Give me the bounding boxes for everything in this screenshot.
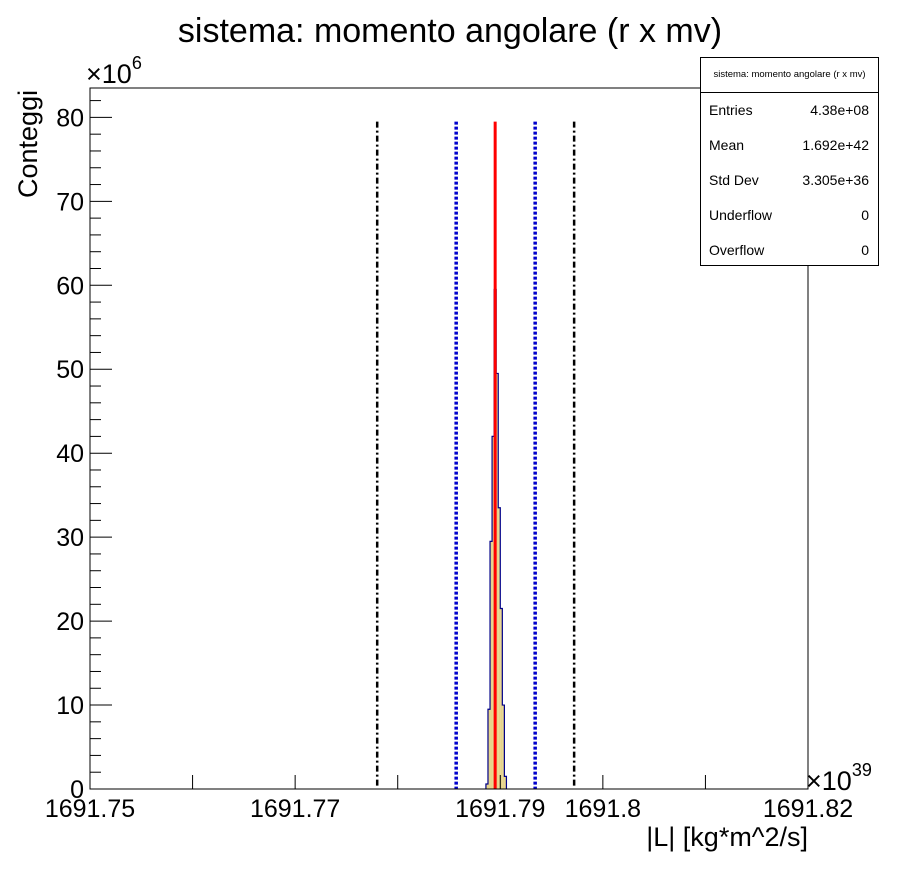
x-exponent: ×1039 (806, 760, 872, 796)
stats-value: 0 (861, 207, 869, 223)
stats-row-std-dev: Std Dev 3.305e+36 (701, 163, 878, 198)
y-exponent: ×106 (86, 53, 142, 89)
y-tick-label: 30 (56, 524, 84, 552)
histogram-bin (498, 507, 501, 789)
plot-area: 0 10 20 30 40 50 60 70 80 1691.75 1691.77 1691.79 16… (45, 87, 853, 823)
histogram-bin (485, 783, 488, 789)
stats-value: 4.38e+08 (810, 102, 869, 118)
stats-row-mean: Mean 1.692e+42 (701, 128, 878, 163)
y-tick-label: 80 (56, 104, 84, 132)
histogram-bin (492, 436, 495, 789)
histogram-bin (502, 705, 505, 789)
stats-row-overflow: Overflow 0 (701, 233, 878, 268)
plot-frame (89, 87, 809, 790)
stats-value: 0 (861, 242, 869, 258)
stats-key: Overflow (709, 242, 765, 258)
chart-title: sistema: momento angolare (r x mv) (178, 12, 722, 50)
stats-row-entries: Entries 4.38e+08 (701, 93, 878, 128)
x-tick-label: 1691.8 (565, 795, 641, 823)
x-tick-label: 1691.77 (250, 795, 340, 823)
stats-key: Std Dev (709, 172, 759, 188)
y-tick-label: 50 (56, 356, 84, 384)
y-tick-label: 40 (56, 440, 84, 468)
histogram-bin (496, 373, 499, 789)
stats-box: sistema: momento angolare (r x mv) Entri… (700, 57, 879, 266)
x-tick-label: 1691.79 (455, 795, 545, 823)
stats-key: Underflow (709, 207, 773, 223)
x-tick-label: 1691.82 (763, 795, 853, 823)
y-tick-label: 10 (56, 692, 84, 720)
y-axis-label: Conteggi (13, 90, 43, 198)
stats-value: 1.692e+42 (802, 137, 869, 153)
stats-title: sistema: momento angolare (r x mv) (701, 58, 878, 93)
stats-value: 3.305e+36 (802, 172, 869, 188)
y-tick-label: 20 (56, 608, 84, 636)
histogram-bin (504, 776, 507, 789)
y-tick-label: 70 (56, 188, 84, 216)
stats-row-underflow: Underflow 0 (701, 198, 878, 233)
histogram-bin (490, 541, 493, 789)
stats-key: Mean (709, 137, 745, 153)
histogram-bin (500, 608, 503, 789)
histogram-bin (487, 709, 491, 789)
stats-rows: Entries 4.38e+08 Mean 1.692e+42 Std Dev 3.305… (701, 93, 878, 268)
x-tick-label: 1691.75 (45, 795, 135, 823)
y-tick-label: 0 (70, 776, 84, 804)
y-tick-label: 60 (56, 272, 84, 300)
x-axis-label: |L| [kg*m^2/s] (646, 822, 808, 852)
stats-key: Entries (709, 102, 753, 118)
